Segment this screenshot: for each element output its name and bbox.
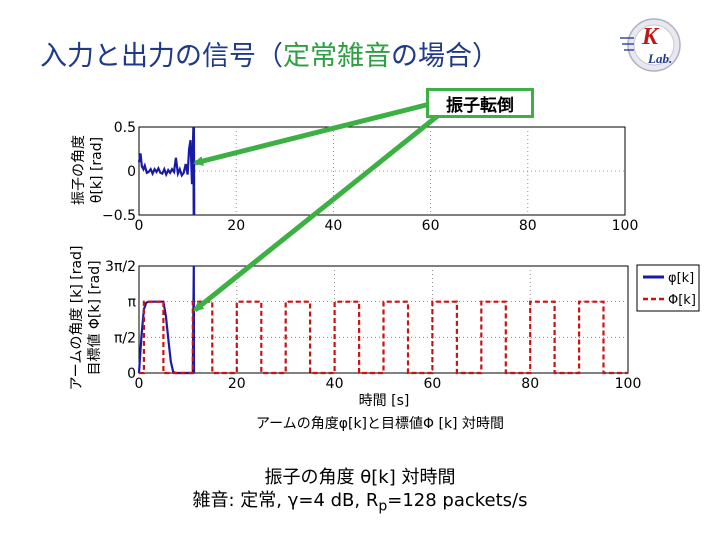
y-tick-label: 0: [127, 366, 136, 382]
callout-pendulum-falls: 振子転倒: [426, 88, 534, 118]
caption-noise-text: 雑音: 定常, γ=4 dB, R: [192, 490, 379, 511]
x-tick-label: 40: [326, 376, 344, 392]
callout-arrow-bottom: [193, 112, 442, 312]
theta-ylabel-line2: θ[k] [rad]: [89, 137, 105, 203]
y-tick-label: 0.5: [114, 120, 136, 136]
phi-xlabel: 時間 [s]: [359, 393, 410, 409]
y-tick-label: π: [128, 295, 137, 311]
slide-title: 入力と出力の信号（定常雑音の場合）: [40, 34, 499, 73]
phi-ylabel-line2: 目標値 Φ[k] [rad]: [87, 260, 103, 375]
logo-k-letter: K: [641, 24, 660, 50]
logo-lab-text: Lab.: [647, 51, 672, 66]
series-line-a: [137, 126, 196, 216]
callout-arrow-top: [193, 101, 431, 166]
phi-legend: φ[k] Φ[k]: [636, 264, 700, 312]
legend-label-phi: φ[k]: [668, 271, 694, 286]
theta-plot: 0 20 40 60 80 100−0.500.5 振子の角度 θ[k] [rad]: [71, 120, 638, 234]
x-tick-label: 20: [227, 218, 245, 234]
k-lab-logo: K Lab.: [620, 18, 681, 72]
phi-plot: 0 20 40 60 80 100 0 π/2 π 3π/2 アームの角度 [k] [rad] 目…: [69, 246, 700, 432]
title-highlight: 定常雑音: [283, 41, 391, 72]
y-tick-label: 0: [127, 164, 136, 180]
x-tick-label: 80: [521, 376, 539, 392]
legend-box: [636, 264, 700, 312]
x-tick-label: 100: [615, 376, 642, 392]
x-tick-label: 20: [228, 376, 246, 392]
x-tick-label: 40: [324, 218, 342, 234]
x-tick-label: 100: [612, 218, 639, 234]
y-tick-label: −0.5: [102, 208, 136, 224]
theta-ylabel-line1: 振子の角度: [71, 135, 87, 205]
x-tick-label: 0: [135, 218, 144, 234]
x-tick-label: 60: [422, 218, 440, 234]
phi-plot-ticks: 0 20 40 60 80 100 0 π/2 π 3π/2: [105, 259, 641, 392]
x-tick-label: 60: [423, 376, 441, 392]
theta-plot-lines: [137, 126, 196, 216]
phi-plot-title: アームの角度φ[k]と目標値Φ [k] 対時間: [256, 416, 504, 432]
caption-rate-text: =128 packets/s: [387, 490, 528, 511]
caption-subscript: p: [378, 498, 388, 515]
title-part-1: 入力と出力の信号（: [40, 41, 283, 72]
x-tick-label: 80: [519, 218, 537, 234]
y-tick-label: 3π/2: [105, 259, 136, 275]
phi-ylabel-line1: アームの角度 [k] [rad]: [69, 246, 85, 391]
theta-plot-ticks: 0 20 40 60 80 100−0.500.5: [102, 120, 638, 234]
theta-plot-grid: [139, 127, 625, 215]
caption-line-2: 雑音: 定常, γ=4 dB, Rp=128 packets/s: [0, 486, 720, 515]
x-tick-label: 0: [135, 376, 144, 392]
caption-line-1: 振子の角度 θ[k] 対時間: [264, 467, 456, 488]
y-tick-label: π/2: [114, 330, 136, 346]
title-part-2: の場合）: [391, 41, 499, 72]
legend-label-Phi: Φ[k]: [668, 293, 696, 308]
